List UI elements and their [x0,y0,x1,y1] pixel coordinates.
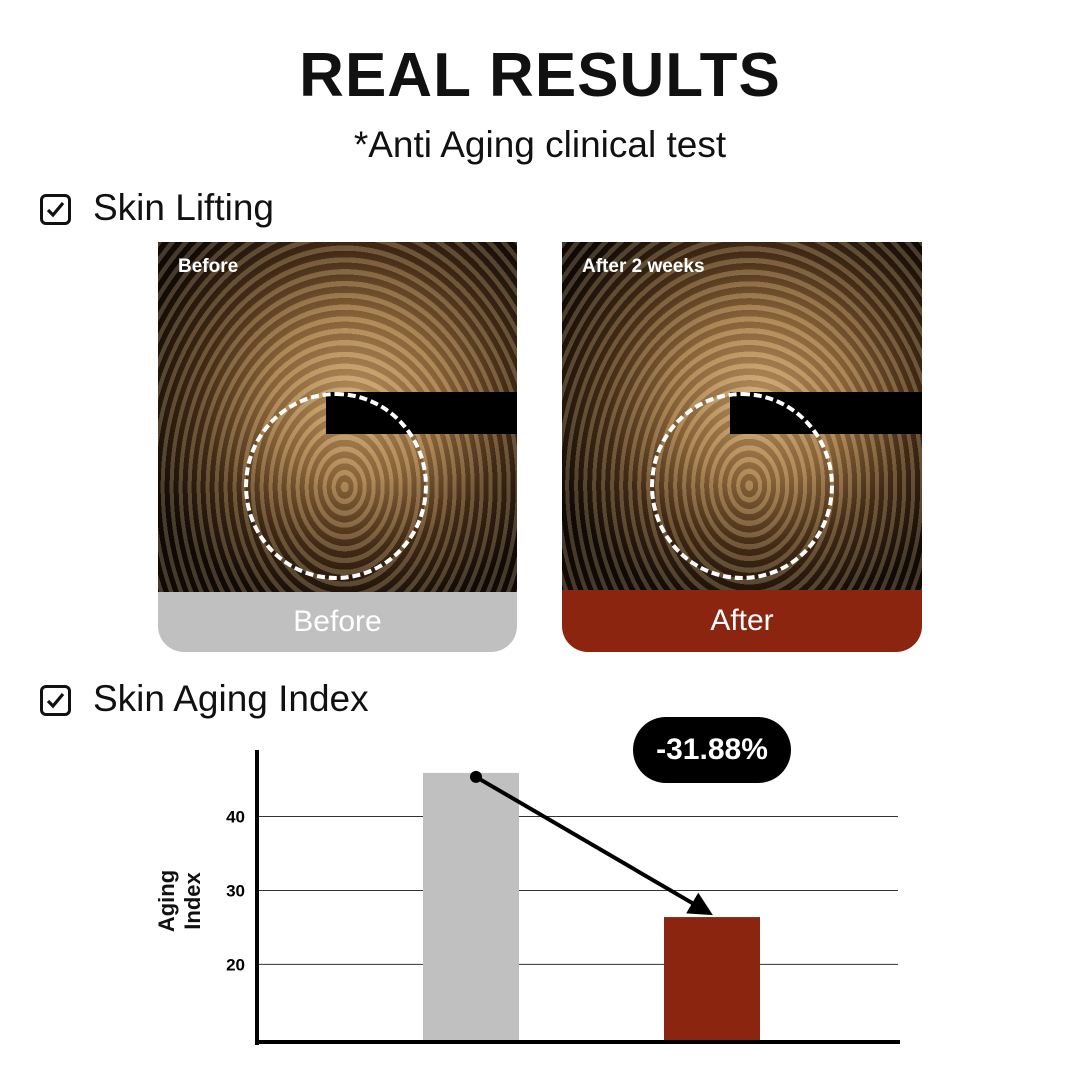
after-photo: After 2 weeks [562,242,922,590]
change-annotation-badge: -31.88% [633,717,791,783]
checkbox-checked-icon [40,194,71,225]
bar-after [664,917,760,1042]
bar-before [423,772,519,1042]
after-caption: After [562,590,922,652]
highlight-circle [244,392,428,580]
y-tick-label: 20 [226,955,245,974]
y-axis-label: Aging Index [154,869,205,933]
section-title-skin-lifting: Skin Lifting [93,187,274,228]
y-tick-label: 40 [226,808,245,827]
photo-tag: Before [178,256,239,277]
trend-arrow [474,775,713,916]
photo-tag: After 2 weeks [582,256,705,277]
y-tick-label: 30 [226,881,245,900]
highlight-circle [650,392,834,580]
before-caption: Before [158,592,517,652]
page-title: REAL RESULTS [299,41,781,110]
checkbox-checked-icon [40,685,71,716]
section-title-skin-aging-index: Skin Aging Index [93,678,369,719]
page-subtitle: *Anti Aging clinical test [353,124,727,165]
before-photo: Before [158,242,517,592]
